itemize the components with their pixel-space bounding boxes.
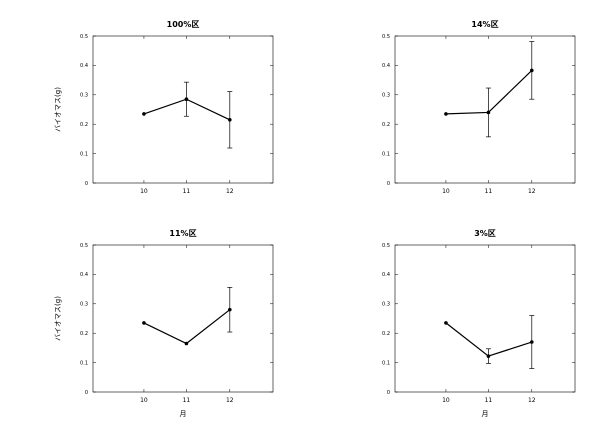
- series-line: [445, 322, 532, 357]
- series-line: [143, 309, 231, 345]
- y-tick-label: 0.1: [80, 360, 88, 366]
- x-tick-label: 10: [140, 397, 148, 404]
- panel-title: 100%区: [167, 20, 200, 29]
- y-tick-label: 0: [387, 390, 390, 396]
- y-tick-label: 0.3: [80, 93, 88, 99]
- chart-panel-3: 11%区 0 0.1 0.2 0.3 0.4 0.5 10 11 12 バイオマス(g) 月: [54, 229, 274, 418]
- chart-panel-4: 3%区 0 0.1 0.2 0.3 0.4 0.5 10 11 12 月: [382, 229, 576, 418]
- x-tick-label: 11: [485, 397, 493, 404]
- x-tick-label: 11: [183, 397, 191, 404]
- plot-frame: [92, 244, 274, 393]
- data-point: [184, 97, 189, 102]
- y-tick-label: 0.5: [80, 243, 88, 249]
- y-tick-label: 0: [85, 181, 88, 187]
- chart-panel-2: 14%区 0 0.1 0.2 0.3 0.4 0.5 10 11 12: [382, 20, 576, 195]
- y-tick-label: 0.2: [382, 122, 390, 128]
- data-point: [142, 112, 146, 116]
- data-point: [228, 307, 232, 312]
- x-tick-label: 10: [442, 188, 450, 195]
- y-axis-label: バイオマス(g): [54, 296, 62, 341]
- y-tick-label: 0: [387, 181, 390, 187]
- plot-frame: [394, 244, 576, 393]
- y-tick-label: 0.2: [80, 331, 88, 337]
- plot-frame: [92, 35, 274, 184]
- y-tick-label: 0.3: [382, 302, 390, 308]
- x-tick-label: 10: [442, 397, 450, 404]
- x-tick-label: 12: [528, 397, 536, 404]
- series-line: [445, 69, 533, 115]
- x-tick-label: 12: [226, 188, 234, 195]
- data-point: [486, 110, 491, 115]
- y-tick-label: 0.1: [382, 151, 390, 157]
- data-point: [444, 112, 448, 116]
- y-tick-label: 0: [85, 390, 88, 396]
- y-tick-label: 0.4: [80, 63, 88, 69]
- y-tick-label: 0.2: [382, 331, 390, 337]
- chart-panel-1: 100%区 0 0.1 0.2 0.3 0.4 0.5 10 11 12 バイオマス(g): [54, 20, 274, 195]
- data-point: [530, 68, 534, 73]
- x-axis-label: 月: [482, 410, 489, 418]
- series-line: [143, 98, 231, 121]
- data-point: [184, 341, 189, 346]
- x-axis-label: 月: [180, 410, 187, 418]
- data-point: [444, 321, 448, 325]
- data-point: [228, 117, 232, 122]
- y-tick-label: 0.2: [80, 122, 88, 128]
- y-tick-label: 0.1: [80, 151, 88, 157]
- y-tick-label: 0.3: [382, 93, 390, 99]
- x-tick-label: 12: [226, 397, 234, 404]
- y-tick-label: 0.4: [382, 272, 390, 278]
- y-tick-label: 0.4: [382, 63, 390, 69]
- y-tick-label: 0.1: [382, 360, 390, 366]
- y-tick-label: 0.5: [382, 34, 390, 40]
- y-tick-label: 0.5: [80, 34, 88, 40]
- y-axis-label: バイオマス(g): [54, 87, 62, 132]
- panel-title: 11%区: [169, 229, 196, 238]
- x-tick-label: 11: [183, 188, 191, 195]
- plot-frame: [394, 35, 576, 184]
- data-point: [486, 354, 491, 358]
- data-point: [530, 340, 534, 344]
- x-tick-label: 10: [140, 188, 148, 195]
- data-point: [142, 321, 146, 325]
- x-tick-label: 12: [528, 188, 536, 195]
- y-tick-label: 0.5: [382, 243, 390, 249]
- panel-title: 14%区: [471, 20, 498, 29]
- panel-title: 3%区: [474, 229, 496, 238]
- y-tick-label: 0.4: [80, 272, 88, 278]
- y-tick-label: 0.3: [80, 302, 88, 308]
- x-tick-label: 11: [485, 188, 493, 195]
